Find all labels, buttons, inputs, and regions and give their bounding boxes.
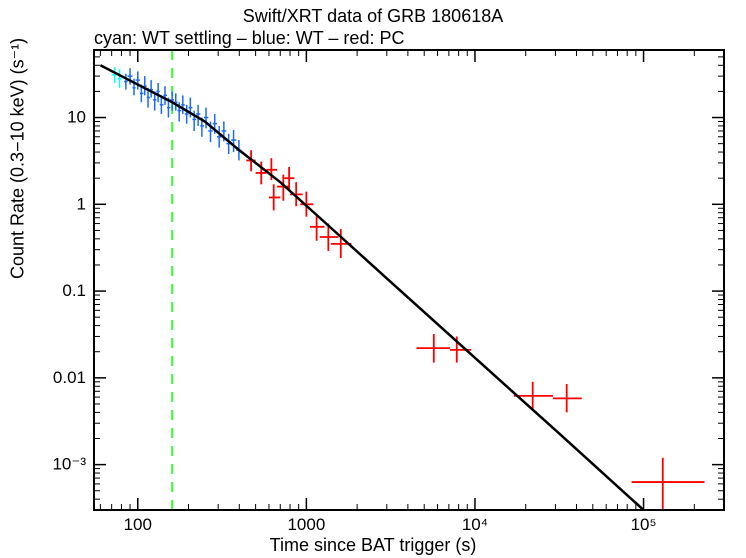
y-tick-label: 0.1 (62, 281, 86, 300)
x-tick-label: 100 (124, 515, 152, 534)
y-tick-label: 0.01 (53, 368, 86, 387)
y-tick-label: 10⁻³ (52, 455, 86, 474)
series-WT_settling (112, 67, 122, 88)
x-tick-label: 10⁴ (462, 515, 488, 534)
series-WT (124, 68, 241, 160)
x-tick-label: 1000 (287, 515, 325, 534)
y-tick-label: 10 (67, 108, 86, 127)
plot-canvas: 100 1000 10⁴ 10⁵ 10⁻³ 0.01 0.1 1 10 (0, 0, 746, 558)
y-tick-label: 1 (77, 194, 86, 213)
series-PC (246, 150, 704, 510)
x-tick-label: 10⁵ (631, 515, 657, 534)
